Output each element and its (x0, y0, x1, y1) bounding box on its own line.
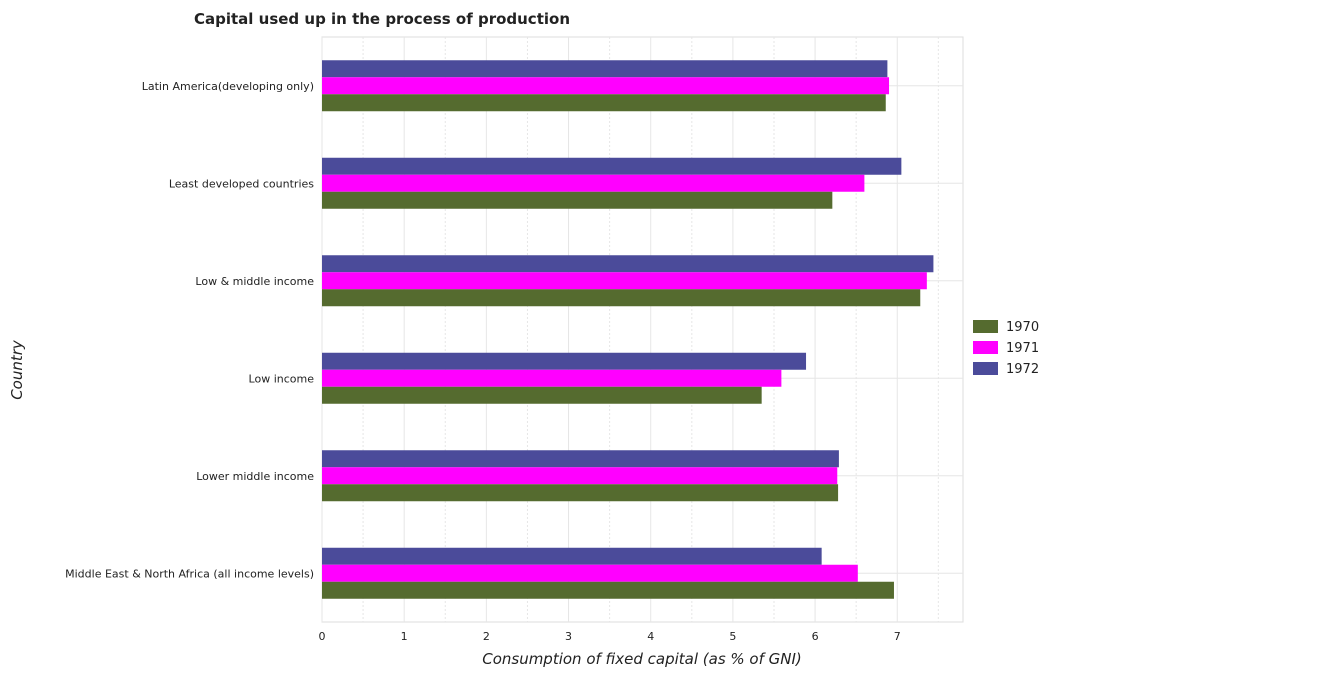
bar-1970 (322, 289, 921, 307)
legend-label: 1971 (1006, 341, 1039, 356)
y-tick-label: Least developed countries (169, 177, 314, 190)
bar-1972 (322, 450, 839, 468)
bar-1972 (322, 352, 807, 370)
bar-1971 (322, 564, 858, 582)
bar-1971 (322, 272, 927, 290)
y-tick-label: Low income (249, 372, 315, 385)
x-tick-labels: 0 1 2 3 4 5 6 7 (319, 630, 901, 643)
bar-1970 (322, 386, 762, 404)
bars (322, 60, 934, 599)
legend-label: 1972 (1006, 362, 1039, 377)
x-tick-label: 3 (565, 630, 572, 643)
x-tick-label: 2 (483, 630, 490, 643)
x-tick-label: 6 (812, 630, 819, 643)
legend-swatch (973, 320, 998, 333)
x-axis-label: Consumption of fixed capital (as % of GN… (482, 650, 802, 668)
bar-1970 (322, 581, 894, 599)
bar-1971 (322, 77, 890, 95)
bar-1972 (322, 547, 822, 565)
x-tick-label: 7 (894, 630, 901, 643)
plot-area (321, 36, 964, 623)
y-tick-label: Middle East & North Africa (all income l… (65, 567, 314, 580)
legend: 1970 1971 1972 (973, 320, 1039, 377)
legend-swatch (973, 362, 998, 375)
bar-1970 (322, 191, 833, 209)
x-tick-label: 0 (319, 630, 326, 643)
y-tick-label: Lower middle income (196, 470, 314, 483)
bar-1972 (322, 157, 902, 175)
y-tick-label: Low & middle income (195, 275, 314, 288)
x-tick-label: 4 (647, 630, 654, 643)
y-tick-labels: Latin America(developing only) Least deve… (65, 80, 314, 581)
x-tick-label: 5 (729, 630, 736, 643)
bar-1971 (322, 174, 865, 192)
grid (321, 36, 964, 623)
bar-1971 (322, 467, 838, 485)
bar-1972 (322, 255, 934, 273)
chart-title: Capital used up in the process of produc… (194, 10, 570, 28)
bar-1970 (322, 94, 886, 112)
bar-1971 (322, 369, 782, 387)
bar-1972 (322, 60, 888, 78)
legend-swatch (973, 341, 998, 354)
bar-1970 (322, 484, 839, 502)
y-axis-label: Country (8, 339, 26, 400)
legend-label: 1970 (1006, 320, 1039, 335)
x-tick-label: 1 (401, 630, 408, 643)
y-tick-label: Latin America(developing only) (142, 80, 314, 93)
